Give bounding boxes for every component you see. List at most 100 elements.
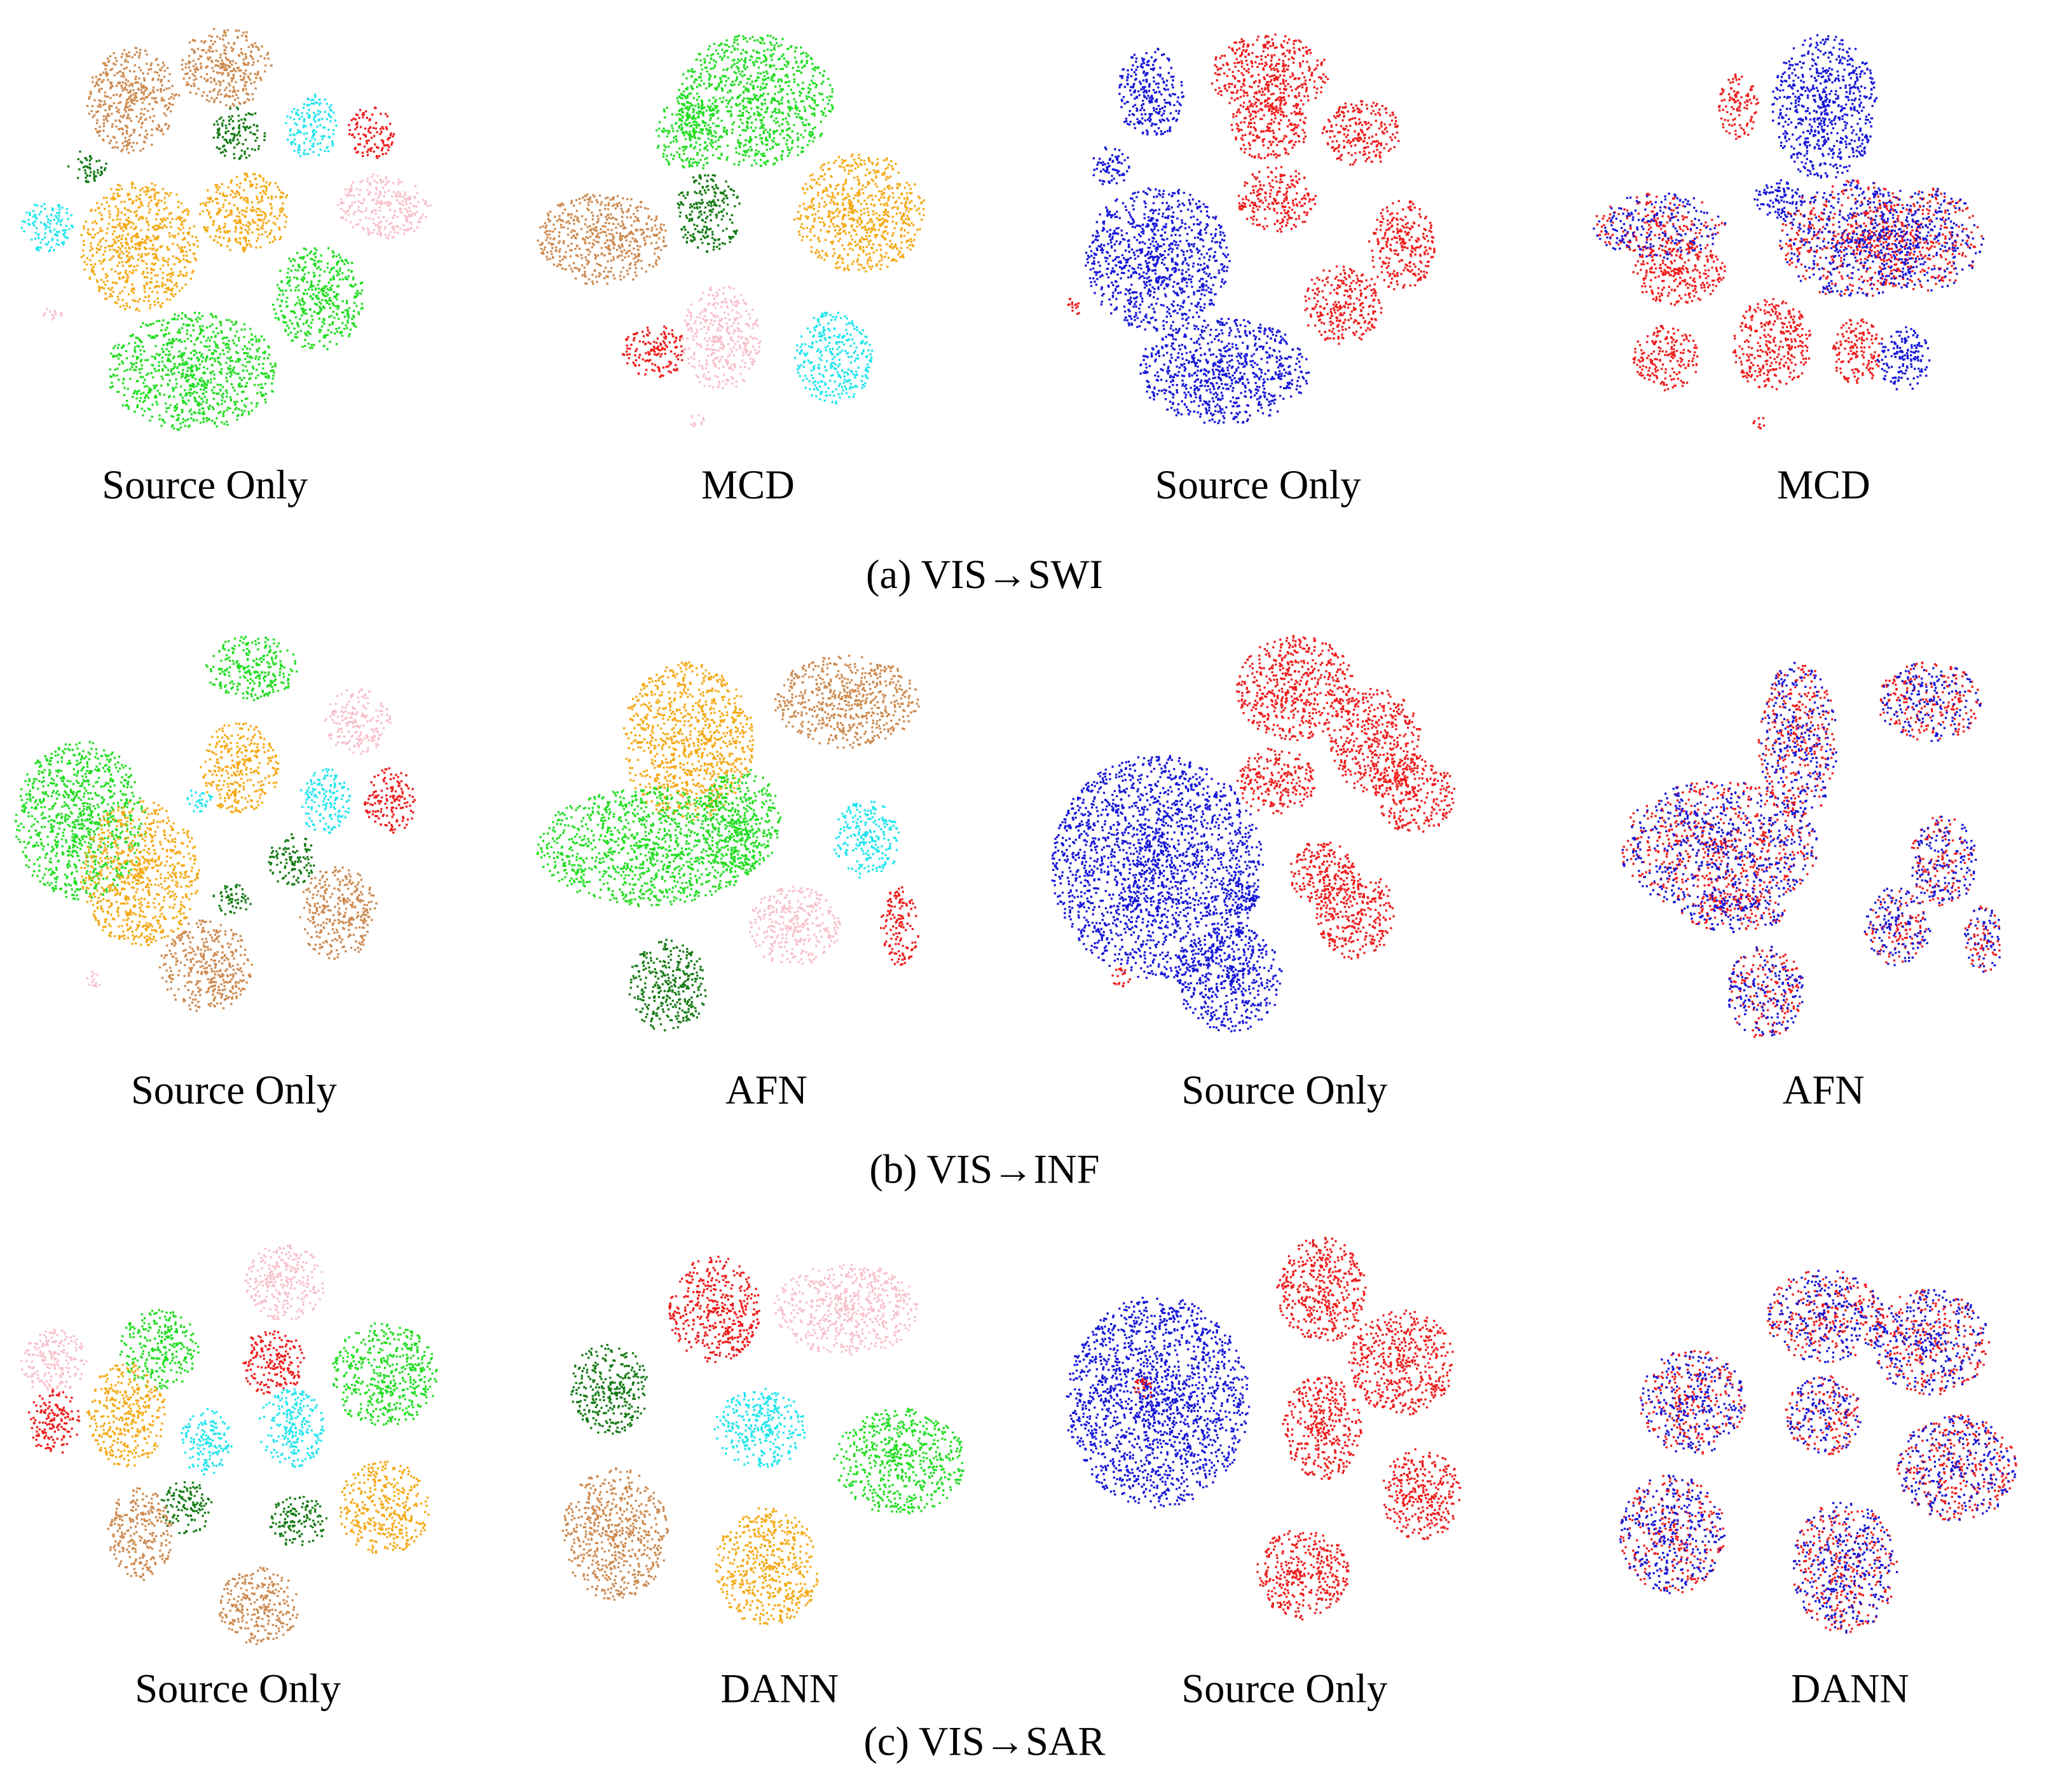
point-cloud (1111, 967, 1131, 987)
point-cloud (1139, 317, 1310, 425)
point-cloud (1621, 781, 1818, 912)
point-cloud (15, 741, 146, 901)
point-cloud (676, 34, 834, 167)
panel-label: Source Only (1181, 1067, 1387, 1113)
point-cloud (86, 46, 181, 154)
row-caption: (a) VIS→SWI (866, 552, 1103, 597)
point-cloud (715, 1507, 819, 1626)
point-cloud (1787, 1376, 1862, 1454)
point-cloud (628, 938, 707, 1032)
point-cloud (1911, 816, 1975, 907)
point-cloud (79, 800, 200, 947)
point-cloud (285, 93, 338, 158)
point-cloud (1785, 1375, 1860, 1456)
point-cloud (332, 1322, 438, 1426)
point-cloud (570, 1343, 648, 1435)
point-cloud (537, 193, 668, 285)
point-cloud (749, 886, 841, 965)
point-cloud (1863, 888, 1931, 966)
point-cloud (324, 688, 392, 755)
panel-label: AFN (1783, 1067, 1865, 1113)
point-cloud (1872, 1289, 1987, 1395)
point-cloud (1964, 905, 2001, 972)
point-cloud (200, 722, 280, 814)
point-cloud (160, 1481, 213, 1535)
point-cloud (119, 1308, 200, 1390)
point-cloud (793, 153, 926, 273)
panel-label: Source Only (131, 1067, 337, 1113)
point-cloud (1383, 1448, 1462, 1540)
point-cloud (1881, 663, 1982, 743)
point-cloud (1760, 662, 1837, 819)
point-cloud (299, 866, 378, 960)
point-cloud (1879, 661, 1982, 741)
point-cloud (1236, 634, 1355, 741)
point-cloud (158, 919, 253, 1012)
point-cloud (1368, 200, 1436, 291)
point-cloud (1134, 1378, 1153, 1399)
point-cloud (1779, 179, 1923, 297)
panel-label: Source Only (135, 1666, 341, 1711)
panel-label: MCD (701, 462, 795, 507)
scatter-layer (15, 27, 2017, 1645)
panel-label: DANN (720, 1666, 839, 1711)
point-cloud (676, 174, 741, 253)
point-cloud (1224, 883, 1260, 915)
point-cloud (1876, 326, 1931, 390)
point-cloud (109, 312, 277, 431)
point-cloud (258, 1388, 325, 1468)
point-cloud (1639, 1350, 1746, 1455)
point-cloud (1593, 192, 1727, 260)
panel-label: Source Only (1181, 1666, 1387, 1711)
point-cloud (1315, 866, 1395, 960)
point-cloud (1832, 318, 1883, 384)
point-cloud (271, 247, 364, 350)
point-cloud (690, 414, 705, 428)
row-caption: (c) VIS→SAR (863, 1718, 1105, 1764)
point-cloud (205, 636, 298, 701)
point-cloud (20, 203, 74, 252)
point-cloud (1793, 1502, 1898, 1634)
point-cloud (1375, 753, 1455, 833)
point-cloud (107, 1487, 173, 1581)
point-cloud (1276, 1237, 1367, 1341)
point-cloud (1898, 1415, 2017, 1521)
point-cloud (1282, 1376, 1362, 1480)
point-cloud (668, 1256, 760, 1364)
point-cloud (682, 285, 762, 390)
point-cloud (1619, 1474, 1726, 1594)
point-cloud (1067, 298, 1080, 315)
point-cloud (1911, 816, 1977, 904)
point-cloud (348, 106, 395, 159)
point-cloud (181, 27, 273, 108)
point-cloud (1680, 894, 1786, 930)
point-cloud (1085, 187, 1231, 332)
point-cloud (244, 1244, 325, 1320)
point-cloud (1732, 298, 1811, 390)
point-cloud (1256, 1530, 1350, 1621)
point-cloud (833, 1408, 964, 1515)
point-cloud (242, 1330, 305, 1395)
point-cloud (536, 786, 760, 907)
point-cloud (340, 1460, 430, 1554)
point-cloud (1681, 895, 1784, 933)
point-cloud (1779, 179, 1922, 297)
point-cloud (1632, 238, 1726, 306)
point-cloud (67, 150, 107, 183)
point-cloud (1348, 1309, 1454, 1416)
point-cloud (1767, 1270, 1883, 1364)
point-cloud (621, 326, 683, 378)
point-cloud (181, 1408, 233, 1476)
point-cloud (1718, 73, 1760, 140)
point-cloud (774, 654, 920, 749)
point-cloud (1865, 890, 1928, 964)
point-cloud (1211, 33, 1329, 114)
point-cloud (1304, 265, 1383, 345)
point-cloud (1771, 34, 1878, 179)
point-cloud (186, 789, 213, 812)
panel-label: MCD (1777, 462, 1870, 507)
point-cloud (561, 1467, 669, 1601)
point-cloud (1177, 925, 1283, 1032)
